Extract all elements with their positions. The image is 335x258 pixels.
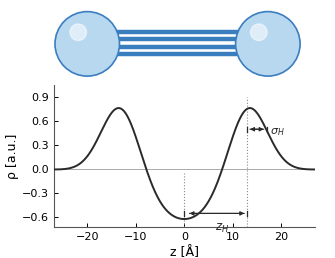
Y-axis label: ρ [a.u.]: ρ [a.u.]: [6, 133, 19, 179]
Circle shape: [236, 12, 300, 76]
Text: $\sigma_H$: $\sigma_H$: [270, 126, 285, 138]
Circle shape: [70, 24, 86, 41]
Circle shape: [55, 12, 120, 76]
Text: $z_H$: $z_H$: [215, 221, 229, 235]
Circle shape: [251, 24, 267, 41]
X-axis label: z [Å]: z [Å]: [170, 246, 199, 258]
